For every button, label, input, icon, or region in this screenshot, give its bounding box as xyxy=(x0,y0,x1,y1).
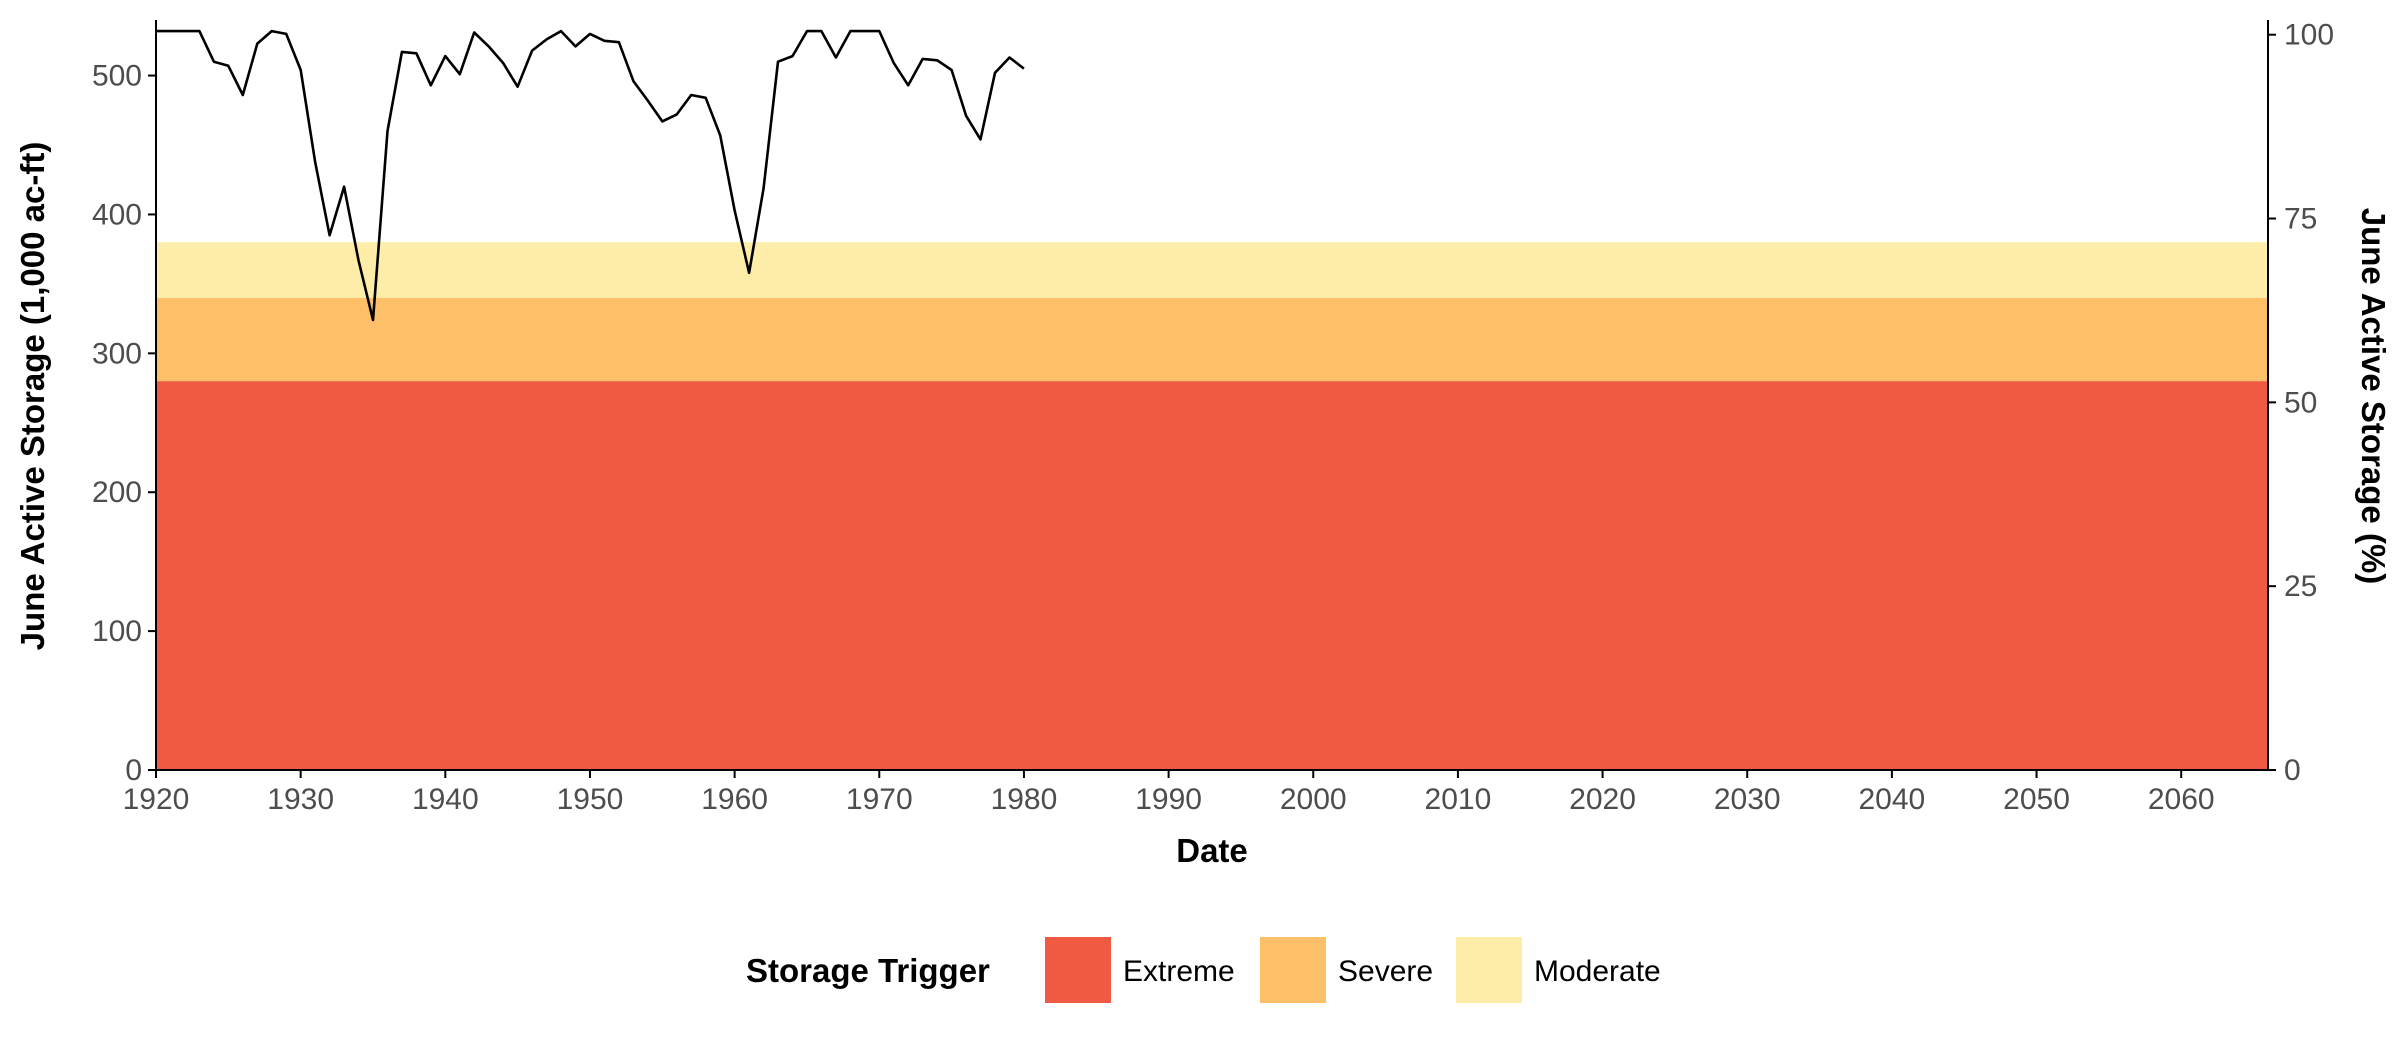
y-tick-label: 400 xyxy=(92,198,142,231)
legend-label-extreme: Extreme xyxy=(1123,955,1235,988)
y-tick-label: 0 xyxy=(125,754,142,787)
legend-items: Extreme Severe Moderate xyxy=(1045,937,1661,1003)
y2-tick-label: 50 xyxy=(2284,386,2317,419)
legend-item-extreme: Extreme xyxy=(1045,937,1235,1003)
y2-axis-title: June Active Storage (%) xyxy=(2355,208,2392,585)
y-tick-label: 300 xyxy=(92,337,142,370)
storage-series xyxy=(156,29,1025,322)
y2-tick-label: 25 xyxy=(2284,570,2317,603)
x-tick-label: 2030 xyxy=(1714,783,1781,816)
y-tick-label: 100 xyxy=(92,615,142,648)
y-axis-title: June Active Storage (1,000 ac-ft) xyxy=(14,142,51,651)
x-tick-label: 2050 xyxy=(2003,783,2070,816)
legend-item-moderate: Moderate xyxy=(1456,937,1661,1003)
x-tick-label: 1970 xyxy=(846,783,913,816)
x-tick-label: 1960 xyxy=(701,783,768,816)
x-tick-label: 1920 xyxy=(123,783,190,816)
x-tick-label: 2010 xyxy=(1425,783,1492,816)
trigger-bands xyxy=(156,242,2268,770)
band-severe xyxy=(156,297,2268,382)
legend-key-severe xyxy=(1260,937,1326,1003)
x-tick-label: 2020 xyxy=(1569,783,1636,816)
band-extreme xyxy=(156,381,2268,770)
x-tick-label: 1950 xyxy=(557,783,624,816)
x-tick-label: 1940 xyxy=(412,783,479,816)
legend-label-severe: Severe xyxy=(1338,955,1433,988)
x-tick-label: 2060 xyxy=(2148,783,2215,816)
legend-item-severe: Severe xyxy=(1260,937,1433,1003)
y-tick-label: 500 xyxy=(92,60,142,93)
x-tick-label: 2040 xyxy=(1859,783,1926,816)
x-tick-label: 2000 xyxy=(1280,783,1347,816)
x-axis-title: Date xyxy=(1176,832,1248,869)
legend-label-moderate: Moderate xyxy=(1534,955,1661,988)
legend-key-moderate xyxy=(1456,937,1522,1003)
axes: 1920 1930 1940 1950 1960 1970 1980 1990 2000 2010… xyxy=(92,19,2334,816)
x-tick-label: 1990 xyxy=(1135,783,1202,816)
x-tick-label: 1930 xyxy=(267,783,334,816)
band-moderate xyxy=(156,242,2268,298)
legend: Storage Trigger Extreme Severe Moderate xyxy=(746,937,1661,1003)
series-line-0 xyxy=(156,29,1025,322)
y2-tick-label: 100 xyxy=(2284,19,2334,52)
y2-tick-label: 75 xyxy=(2284,203,2317,236)
legend-key-extreme xyxy=(1045,937,1111,1003)
y2-tick-label: 0 xyxy=(2284,754,2301,787)
x-tick-label: 1980 xyxy=(991,783,1058,816)
y-tick-label: 200 xyxy=(92,476,142,509)
legend-title: Storage Trigger xyxy=(746,952,990,989)
